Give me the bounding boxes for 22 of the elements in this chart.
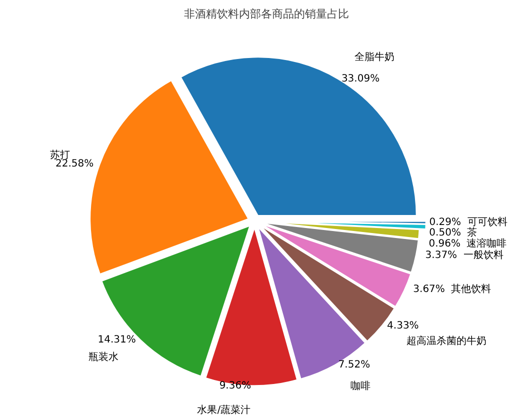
data-label: 0.96% [428,238,461,250]
slice-label: 可可饮料 [467,216,508,228]
slice-label: 水果/蔬菜汁 [197,404,251,416]
data-label: 33.09% [341,73,380,84]
data-label: 3.67% [413,284,445,296]
slice-label: 瓶装水 [88,351,118,364]
slice-label: 速溶咖啡 [466,237,507,250]
data-label: 7.52% [338,359,370,370]
slice-label: 茶 [467,226,478,239]
data-label: 3.37% [425,250,458,262]
data-label: 14.31% [98,334,136,346]
data-label: 0.50% [429,228,461,239]
data-label: 22.58% [56,158,94,170]
slice-label: 咖啡 [350,380,371,392]
slice-label: 其他饮料 [451,283,492,296]
data-label: 4.33% [387,320,419,332]
chart-title: 非酒精饮料内部各商品的销量占比 [184,8,349,20]
slice-label: 全脂牛奶 [354,51,394,64]
slice-label: 超高温杀菌的牛奶 [406,334,487,347]
data-label: 9.36% [219,380,252,392]
data-label: 0.29% [429,216,462,228]
slice-label: 一般饮料 [463,249,504,262]
